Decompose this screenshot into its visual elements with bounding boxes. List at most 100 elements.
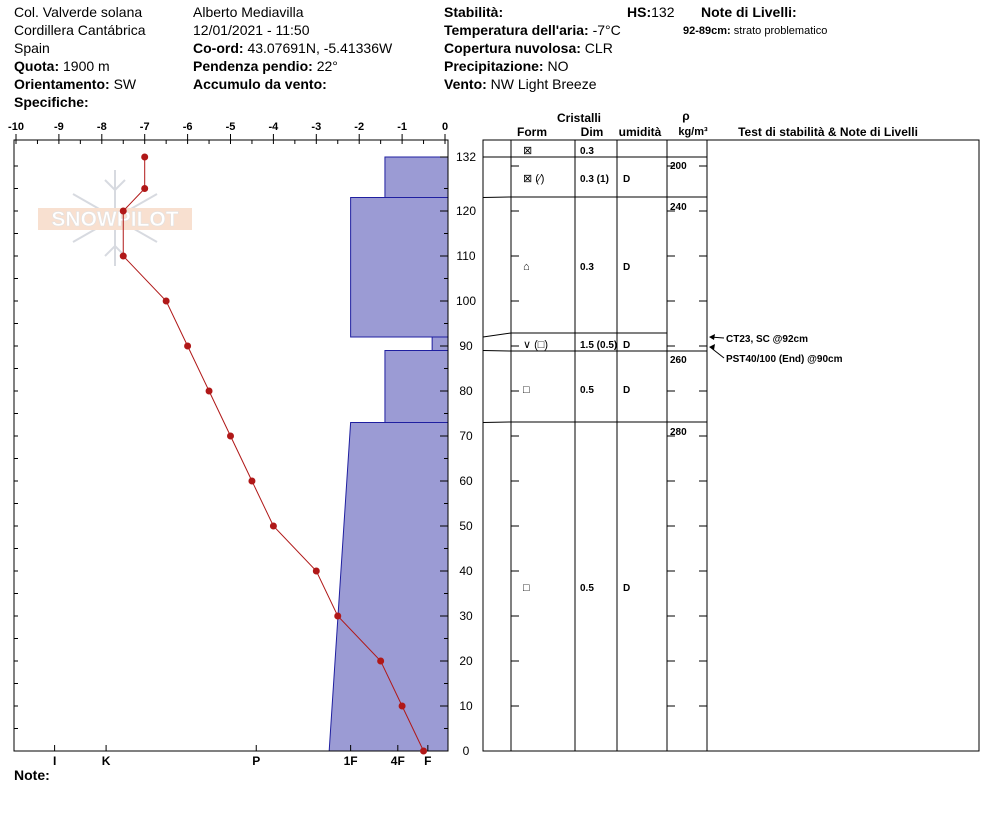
layer-dim: 0.3 (1) [580,174,609,185]
layer-dim: 0.5 [580,385,594,396]
header-moisture: umidità [619,125,662,139]
temperature-point [119,252,127,260]
layer-moisture: D [623,174,630,185]
temperature-point [312,567,320,575]
height-tick-label: 20 [459,654,473,668]
hardness-tick-label: 4F [391,754,405,768]
hardness-layer-1 [350,197,449,338]
layer-note-text: strato problematico [733,25,828,37]
height-tick-label: 90 [459,339,473,353]
hardness-layer-3 [384,350,449,423]
layer-form: ∨ (□) [523,339,548,351]
layer-form: ⊠ (⁄) [523,173,544,185]
air-temp-field: Temperatura dell'aria: -7°C [444,22,621,38]
temp-tick-label: 0 [442,121,448,133]
air-temp-value: -7°C [592,22,621,38]
temperature-point [205,387,213,395]
air-temp-label: Temperatura dell'aria: [444,22,589,38]
density-value: 240 [670,202,687,213]
hardness-layer-4 [328,422,449,752]
specifics-label: Specifiche: [14,94,89,110]
wind-loading-label: Accumulo da vento: [193,76,327,92]
header-dim: Dim [581,125,604,139]
temperature-point [227,432,234,440]
coordinates-value: 43.07691N, -5.41336W [247,40,393,56]
temp-tick-label: -4 [269,121,280,133]
coordinates-label: Co-ord: [193,40,244,56]
temperature-point [398,702,406,710]
hs-value: 132 [651,4,675,20]
layer-dim: 0.3 [580,146,594,157]
test-arrow-head [709,334,715,340]
slope-field: Pendenza pendio: 22° [193,58,338,74]
sky-field: Copertura nuvolosa: CLR [444,40,613,56]
height-tick-label: 70 [459,429,473,443]
temperature-point [141,153,149,161]
height-tick-label: 0 [463,744,470,758]
height-tick-label: 30 [459,609,473,623]
layer-dim: 0.5 [580,583,594,594]
height-tick-label: 132 [456,150,476,164]
stability-label: Stabilità: [444,4,504,20]
header-form: Form [517,125,547,139]
coordinates-field: Co-ord: 43.07691N, -5.41336W [193,40,392,56]
hardness-tick-label: 1F [344,754,358,768]
elevation-label: Quota: [14,58,60,74]
hs-field: HS:132 [627,4,674,20]
layers-frame [482,139,980,752]
height-tick-label: 60 [459,474,473,488]
temperature-point [334,612,342,620]
header-density-unit: kg/m³ [678,126,708,138]
temp-tick-label: -3 [311,121,321,133]
layer-dim: 0.3 [580,262,594,273]
header-rho: ρ [682,109,689,123]
elevation-field: Quota: 1900 m [14,58,110,74]
notes-label: Note: [14,767,50,783]
temp-tick-label: -9 [54,121,64,133]
layer-moisture: D [623,583,630,594]
layer-moisture: D [623,340,630,351]
layer-note-range: 92-89cm: [683,25,731,37]
hardness-tick-label: I [53,754,56,768]
elevation-value: 1900 m [63,58,110,74]
datetime: 12/01/2021 - 11:50 [193,22,310,38]
temp-tick-label: -8 [97,121,107,133]
height-tick-label: 40 [459,564,473,578]
boundary-connector [482,350,512,352]
layer-form: □ [523,582,530,594]
temperature-point [377,657,385,665]
hs-label: HS: [627,4,652,20]
temp-tick-label: -6 [183,121,193,133]
temperature-point [162,297,170,305]
slope-label: Pendenza pendio: [193,58,313,74]
precip-field: Precipitazione: NO [444,58,568,74]
sky-value: CLR [584,40,613,56]
aspect-label: Orientamento: [14,76,110,92]
precip-label: Precipitazione: [444,58,544,74]
layer-moisture: D [623,385,630,396]
header-tests: Test di stabilità & Note di Livelli [738,125,918,139]
layer-form: ⊠ [523,145,532,157]
watermark-text: SNOWPILOT [51,208,178,231]
temp-tick-label: -1 [397,121,407,133]
height-tick-label: 80 [459,384,473,398]
aspect-value: SW [113,76,137,92]
country: Spain [14,40,50,56]
temperature-point [269,522,277,530]
hardness-tick-label: F [424,754,431,768]
height-tick-label: 50 [459,519,473,533]
temperature-point [141,185,149,192]
height-tick-label: 110 [456,249,475,263]
density-value: 260 [670,355,687,366]
density-value: 200 [670,161,687,172]
boundary-connector [482,421,512,423]
location: Col. Valverde solana [14,4,143,20]
density-value: 280 [670,427,687,438]
boundary-connector [482,196,512,198]
hardness-tick-label: K [102,754,111,768]
temp-tick-label: -10 [8,121,24,133]
temperature-point [248,477,256,485]
slope-value: 22° [316,58,338,74]
